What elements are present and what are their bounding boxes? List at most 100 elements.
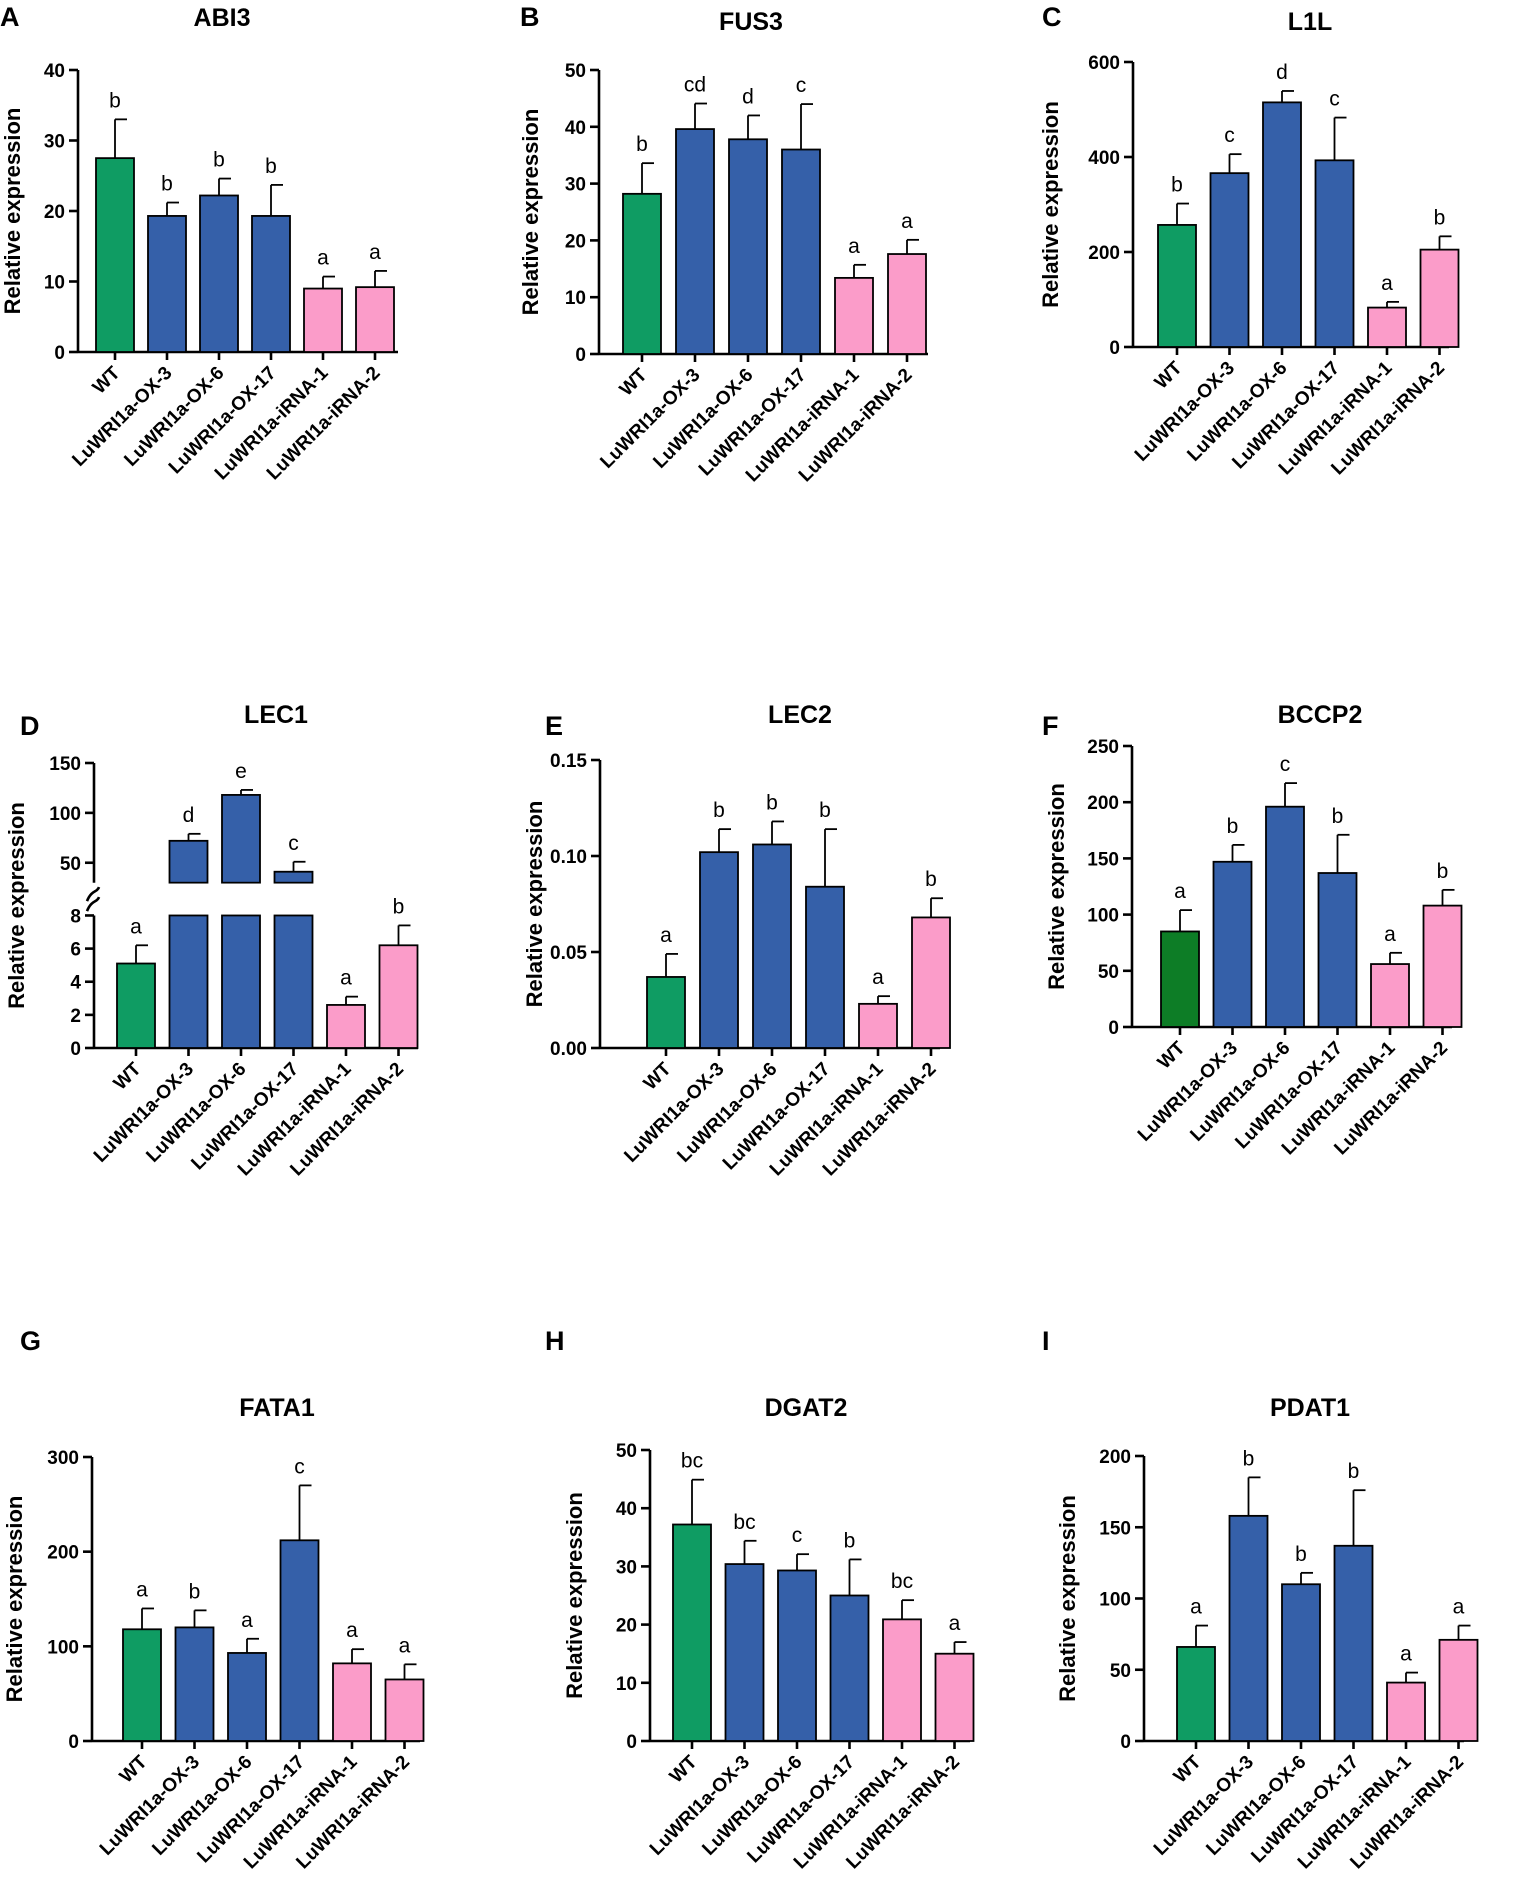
significance-letter: b bbox=[844, 1529, 856, 1552]
chart-title: FUS3 bbox=[719, 8, 783, 36]
y-tick-label: 100 bbox=[1099, 1590, 1131, 1611]
bar bbox=[1157, 224, 1197, 348]
significance-letter: a bbox=[1190, 1596, 1202, 1619]
bar bbox=[199, 194, 239, 353]
chart-title: ABI3 bbox=[194, 4, 251, 32]
x-tick-label: WT bbox=[640, 1058, 676, 1094]
significance-letter: a bbox=[660, 924, 672, 947]
significance-letter: b bbox=[109, 89, 121, 112]
chart-title: DGAT2 bbox=[765, 1394, 848, 1422]
chart-title: FATA1 bbox=[239, 1394, 315, 1422]
bar bbox=[1333, 1544, 1374, 1742]
panel-letter: H bbox=[545, 1326, 565, 1356]
y-tick-label: 400 bbox=[1088, 148, 1120, 169]
y-axis-label: Relative expression bbox=[1038, 101, 1063, 308]
x-tick-label: WT bbox=[110, 1058, 146, 1094]
significance-letter: b bbox=[1171, 174, 1183, 197]
bar bbox=[1314, 159, 1355, 348]
bar bbox=[1265, 805, 1305, 1028]
significance-letter: a bbox=[1384, 923, 1396, 946]
significance-letter: e bbox=[235, 760, 247, 783]
bar bbox=[378, 944, 419, 1049]
axis-break-mark bbox=[85, 886, 101, 902]
y-tick-label: 8 bbox=[70, 906, 81, 927]
y-tick-label: 40 bbox=[565, 118, 586, 139]
bar bbox=[699, 851, 739, 1049]
bar bbox=[279, 1539, 320, 1742]
bar bbox=[174, 1626, 215, 1742]
bar bbox=[384, 1678, 425, 1742]
y-tick-label: 0 bbox=[1109, 338, 1120, 359]
bar bbox=[752, 843, 792, 1049]
y-tick-label: 30 bbox=[616, 1557, 637, 1578]
y-tick-label: 300 bbox=[47, 1448, 79, 1469]
y-axis-label: Relative expression bbox=[522, 801, 547, 1008]
y-tick-label: 0 bbox=[1108, 1018, 1119, 1039]
y-axis-label: Relative expression bbox=[1055, 1495, 1080, 1702]
bar bbox=[227, 1652, 267, 1742]
panel-letter: E bbox=[545, 711, 563, 741]
break-gap bbox=[219, 883, 263, 898]
chart-title: LEC1 bbox=[244, 701, 308, 729]
y-tick-label: 150 bbox=[1099, 1518, 1131, 1539]
y-tick-label: 50 bbox=[565, 61, 586, 82]
bar bbox=[221, 794, 261, 884]
break-gap bbox=[166, 901, 211, 915]
significance-letter: a bbox=[136, 1578, 148, 1601]
bar bbox=[646, 976, 686, 1049]
bar bbox=[1160, 930, 1200, 1028]
bar bbox=[675, 128, 715, 355]
bar bbox=[781, 148, 821, 355]
significance-letter: c bbox=[792, 1524, 803, 1547]
chart-title: LEC2 bbox=[768, 701, 832, 729]
x-tick-label: WT bbox=[1154, 1037, 1190, 1073]
y-axis-label: Relative expression bbox=[2, 1496, 27, 1703]
bar bbox=[95, 157, 135, 353]
y-tick-label: 250 bbox=[1087, 737, 1119, 758]
break-gap bbox=[166, 883, 211, 898]
x-tick-label: WT bbox=[116, 1751, 152, 1787]
significance-letter: b bbox=[189, 1580, 201, 1603]
axis-break-mark bbox=[85, 896, 101, 912]
y-tick-label: 0 bbox=[70, 1039, 81, 1060]
significance-letter: b bbox=[1434, 206, 1446, 229]
y-tick-label: 20 bbox=[44, 202, 65, 223]
significance-letter: c bbox=[1329, 88, 1340, 111]
significance-letter: a bbox=[1174, 880, 1186, 903]
y-tick-label: 10 bbox=[565, 288, 586, 309]
y-tick-label: 10 bbox=[616, 1674, 637, 1695]
y-tick-label: 30 bbox=[565, 175, 586, 196]
significance-letter: b bbox=[766, 791, 778, 814]
significance-letter: b bbox=[1348, 1460, 1360, 1483]
panel-letter: G bbox=[20, 1326, 41, 1356]
significance-letter: b bbox=[265, 155, 277, 178]
bar bbox=[1281, 1583, 1321, 1742]
bar bbox=[882, 1618, 922, 1742]
panel-letter: D bbox=[20, 711, 40, 741]
significance-letter: b bbox=[161, 173, 173, 196]
bar bbox=[251, 215, 291, 353]
significance-letter: a bbox=[346, 1619, 358, 1642]
y-tick-label: 20 bbox=[565, 231, 586, 252]
y-axis-label: Relative expression bbox=[518, 109, 543, 316]
significance-letter: bc bbox=[681, 1450, 703, 1473]
x-tick-label: WT bbox=[666, 1751, 702, 1787]
panel-e: E LEC2 Relative expression 0.00 0.05 0.10 0.15… bbox=[522, 701, 951, 1180]
bar bbox=[1370, 963, 1410, 1028]
y-tick-label: 0 bbox=[626, 1732, 637, 1753]
y-tick-label: 2 bbox=[70, 1006, 81, 1027]
significance-letter: a bbox=[848, 235, 860, 258]
y-tick-label: 0.00 bbox=[550, 1039, 587, 1060]
significance-letter: c bbox=[796, 74, 807, 97]
bar bbox=[1212, 860, 1253, 1028]
bar bbox=[911, 916, 951, 1049]
y-tick-label: 50 bbox=[1110, 1661, 1131, 1682]
bar bbox=[1317, 872, 1358, 1028]
panel-f: F BCCP2 Relative expression 0 50 100 150 200 250… bbox=[1042, 701, 1463, 1159]
y-tick-label: 200 bbox=[1087, 793, 1119, 814]
y-tick-label: 50 bbox=[616, 1441, 637, 1462]
bar bbox=[1367, 306, 1407, 348]
